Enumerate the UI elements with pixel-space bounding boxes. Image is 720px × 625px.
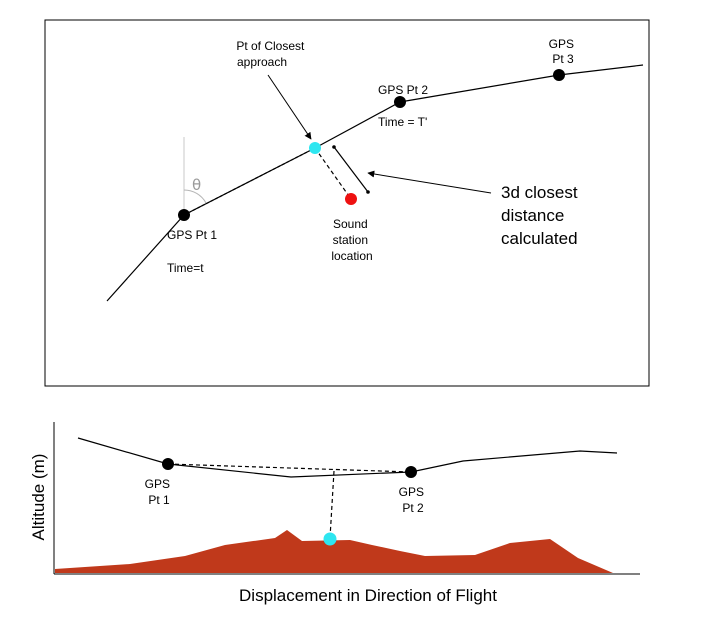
gps-point-2 [394,96,406,108]
gps-pt3-label: GPS Pt 3 [549,37,578,66]
distance-calculated-label: 3d closest distance calculated [501,183,582,248]
heading-angle-arc [183,189,207,204]
gps-point-3 [553,69,565,81]
interpolated-segment [183,147,316,216]
y-axis-label: Altitude (m) [29,454,48,541]
gps-pt1-label: GPS Pt 1 [167,228,217,242]
terrain-profile [55,530,613,573]
gps-pt2-label: GPS Pt 2 [378,83,428,97]
measure-end-dot [332,145,336,149]
closest-approach-arrow [267,74,312,140]
sound-station-label: Sound station location [331,217,372,263]
x-axis-label: Displacement in Direction of Flight [239,586,497,605]
altitude-gps-point-2 [405,466,417,478]
altitude-drop-line [329,470,335,539]
time-t-prime-label: Time = T' [378,115,427,129]
plan-view-frame [44,19,650,387]
altitude-flight-path [77,437,618,478]
measure-end-dot [366,190,370,194]
distance-measure-bar [333,146,369,193]
altitude-gps-pt2-label: GPS Pt 2 [399,485,428,515]
distance-arrow [367,170,492,194]
time-t-label: Time=t [167,261,204,275]
altitude-gps-point-1 [162,458,174,470]
gps-point-1 [178,209,190,221]
altitude-gps-pt1-label: GPS Pt 1 [145,477,174,507]
sound-station-point [345,193,357,205]
closest-distance-line [314,147,352,200]
flight-path [106,64,644,302]
theta-label: θ [192,176,201,194]
closest-approach-label: Pt of Closest approach [236,39,307,69]
closest-approach-point [309,142,321,154]
altitude-closest-point [323,532,337,546]
altitude-interpolated-segment [167,463,412,473]
